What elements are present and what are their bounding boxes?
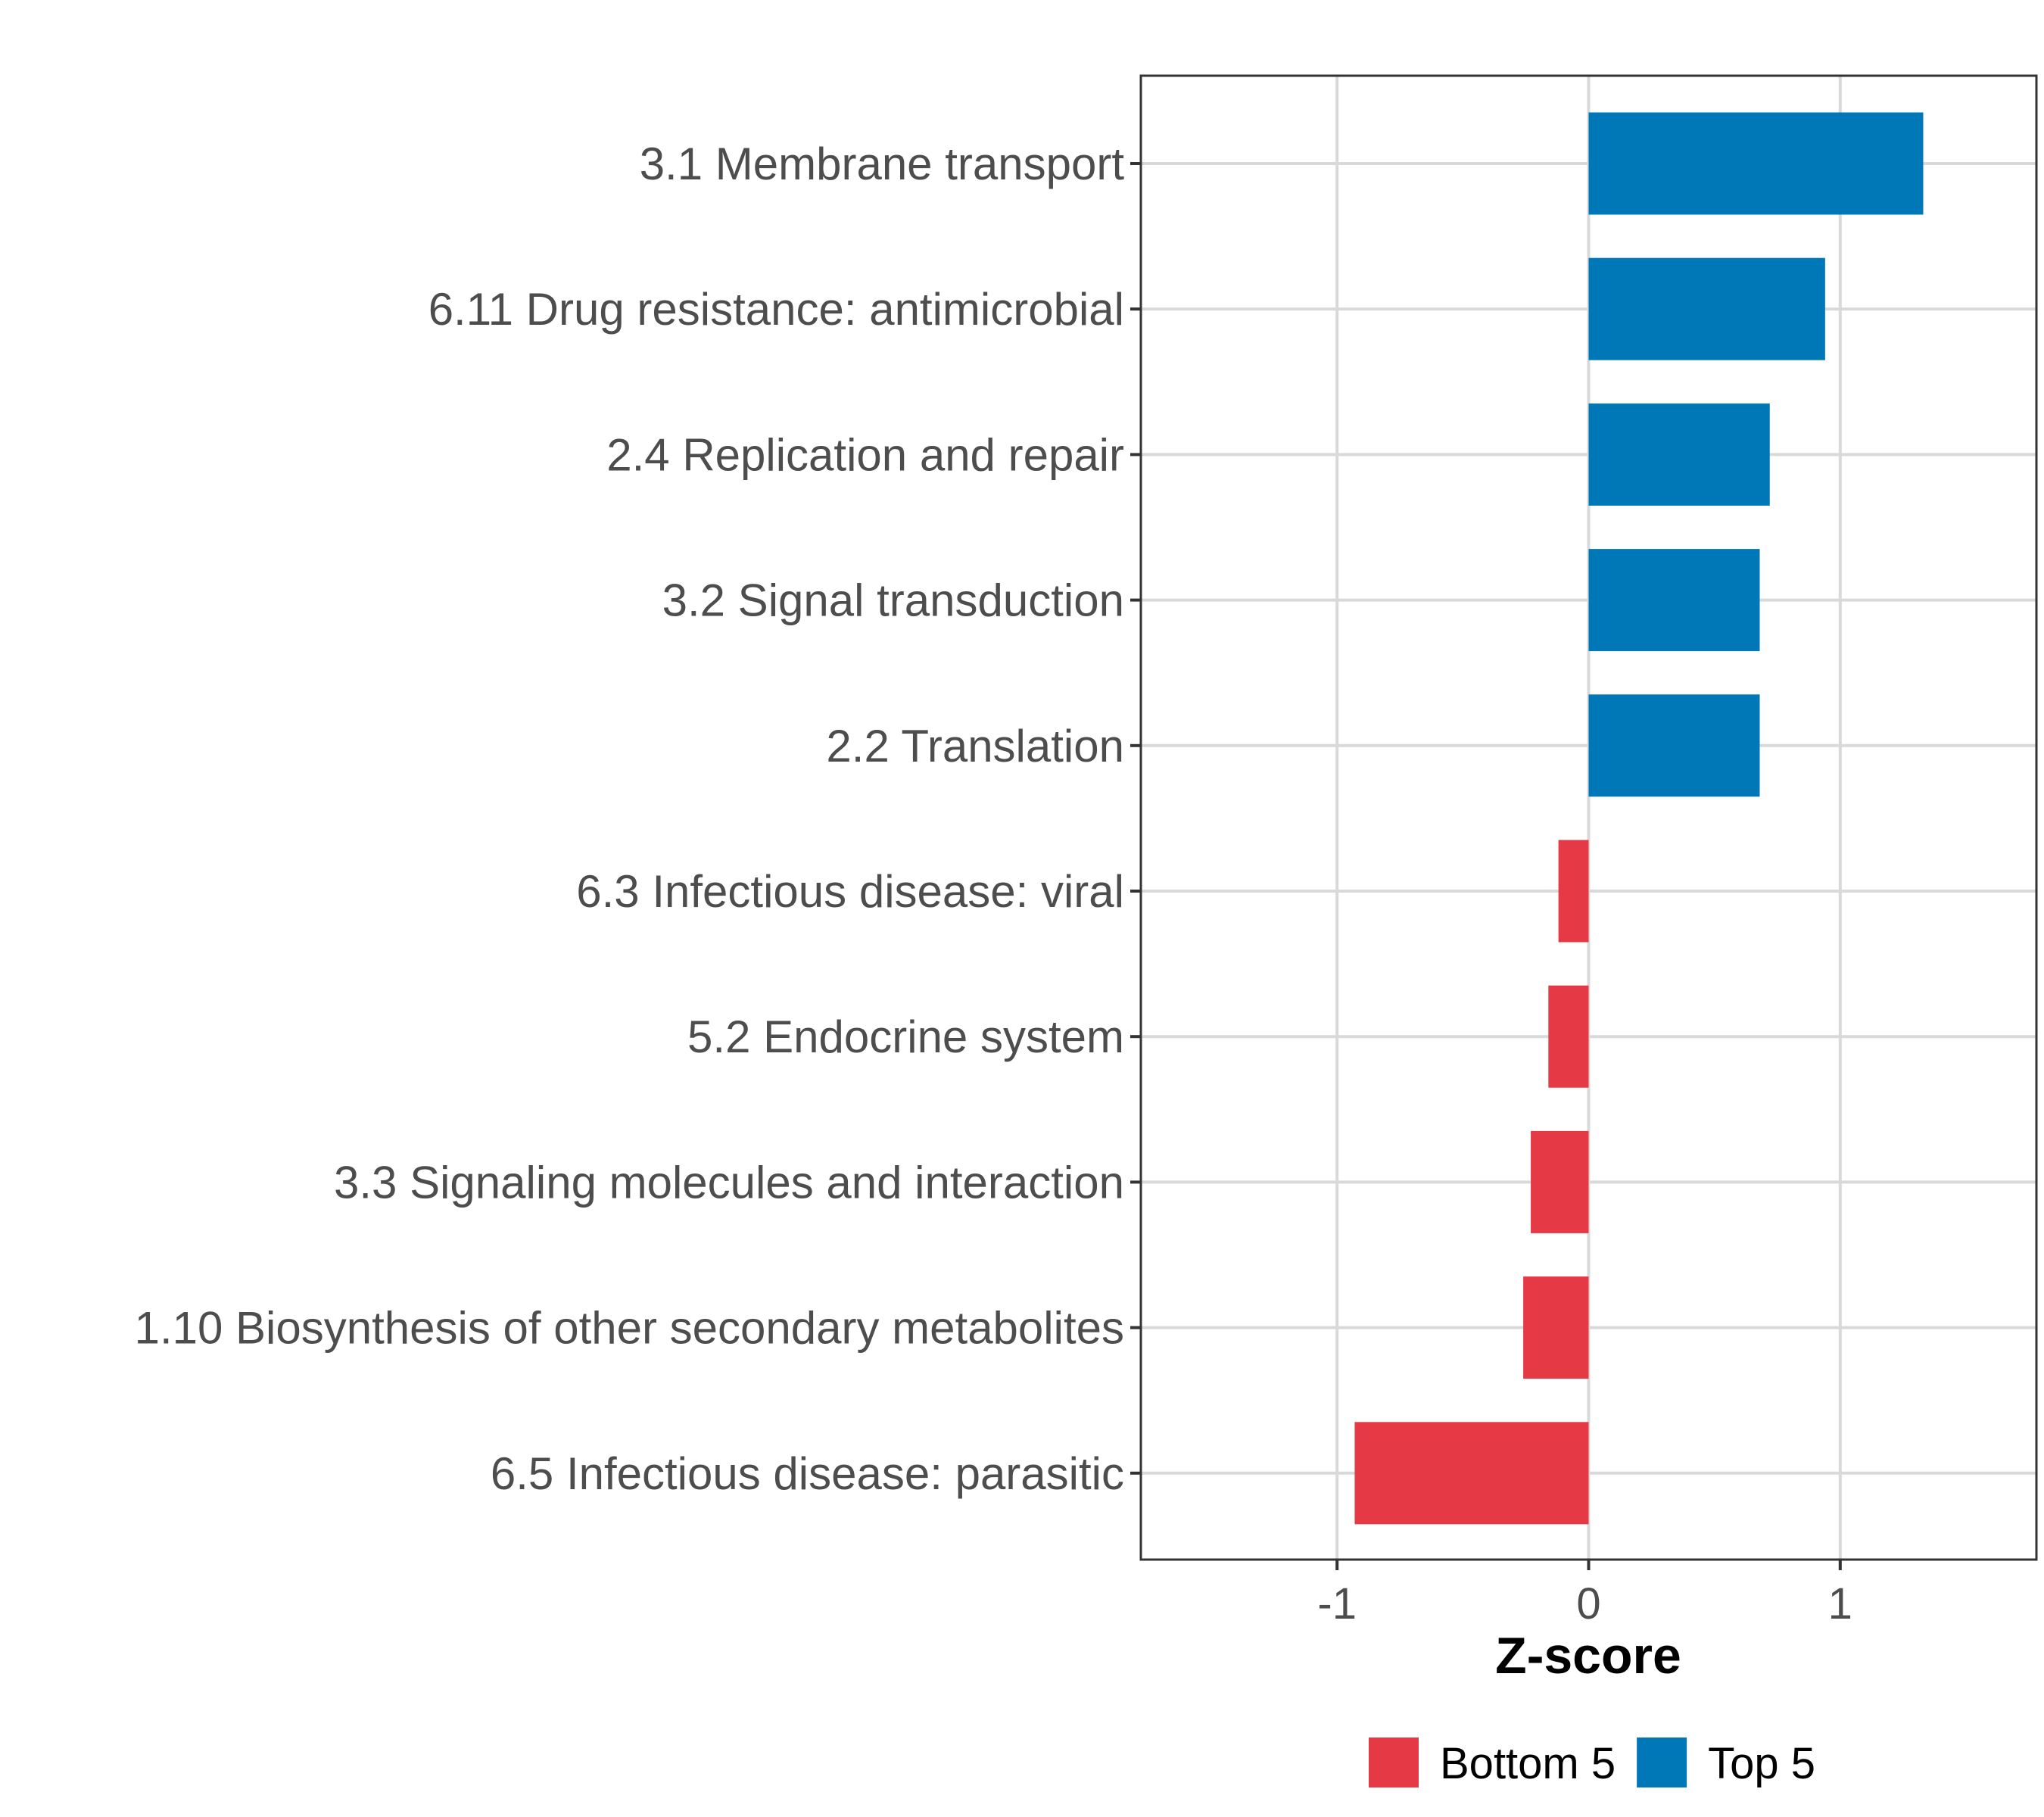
x-axis-title: Z-score [1495, 1627, 1681, 1685]
category-label: 3.1 Membrane transport [640, 139, 1125, 189]
category-label: 3.2 Signal transduction [662, 575, 1124, 626]
legend-label-top-5: Top 5 [1708, 1739, 1815, 1788]
bar-3-2-signal-transduction [1588, 549, 1760, 652]
category-label: 5.2 Endocrine system [687, 1011, 1124, 1062]
category-label: 6.3 Infectious disease: viral [576, 866, 1124, 917]
category-label: 3.3 Signaling molecules and interaction [334, 1157, 1124, 1208]
category-label: 2.4 Replication and repair [606, 429, 1124, 480]
category-label: 1.10 Biosynthesis of other secondary met… [135, 1303, 1124, 1354]
bar-6-3-infectious-disease-viral [1558, 840, 1589, 943]
y-axis: 3.1 Membrane transport 6.11 Drug resistan… [135, 139, 1141, 1499]
category-label: 6.5 Infectious disease: parasitic [491, 1448, 1124, 1499]
category-label: 2.2 Translation [826, 721, 1124, 771]
bar-6-5-infectious-disease-parasitic [1354, 1422, 1589, 1525]
bar-1-10-biosynthesis-of-other-secondary-metabolites [1523, 1276, 1589, 1379]
bar-3-1-membrane-transport [1588, 112, 1924, 215]
x-tick-label: -1 [1317, 1579, 1357, 1628]
bar-2-2-translation [1588, 694, 1760, 797]
legend-label-bottom-5: Bottom 5 [1440, 1739, 1616, 1788]
legend-swatch-bottom-5 [1369, 1738, 1419, 1787]
legend: Bottom 5 Top 5 [1369, 1738, 1815, 1788]
bar-6-11-drug-resistance-antimicrobial [1588, 257, 1825, 360]
bars [1354, 112, 1924, 1525]
x-tick-label: 1 [1828, 1579, 1852, 1628]
bar-2-4-replication-and-repair [1588, 403, 1770, 506]
legend-swatch-top-5 [1637, 1738, 1687, 1787]
x-axis: -1 0 1 [1317, 1560, 1852, 1628]
x-tick-label: 0 [1576, 1579, 1600, 1628]
category-label: 6.11 Drug resistance: antimicrobial [428, 284, 1124, 335]
bar-5-2-endocrine-system [1548, 985, 1589, 1088]
bar-3-3-signaling-molecules-and-interaction [1531, 1130, 1589, 1233]
